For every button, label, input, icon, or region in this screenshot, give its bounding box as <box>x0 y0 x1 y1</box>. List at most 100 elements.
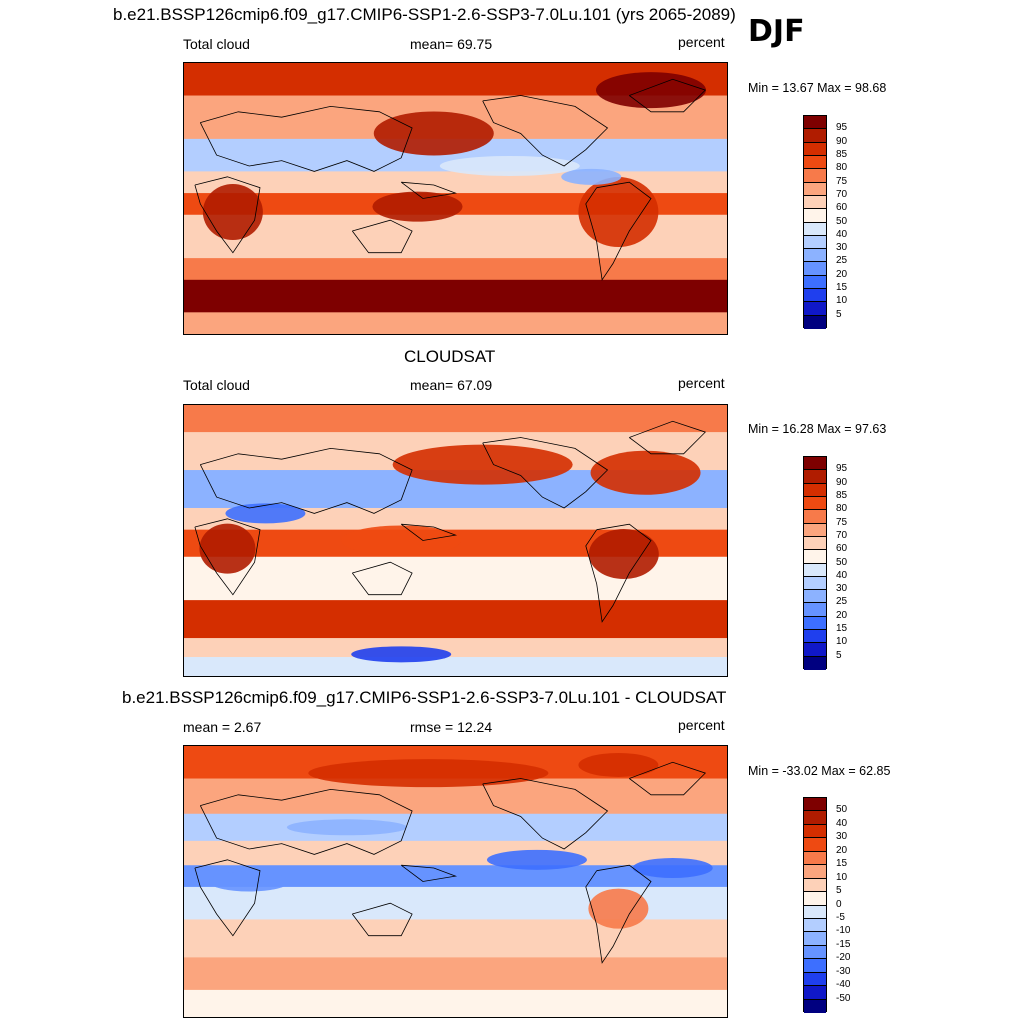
colorbar-swatch <box>804 945 826 960</box>
colorbar-tick-label: 50 <box>836 804 848 816</box>
colorbar-swatch <box>804 129 826 143</box>
coastline <box>629 761 707 796</box>
contour-band <box>184 600 727 640</box>
coastline <box>585 523 652 623</box>
contour-band <box>184 312 727 334</box>
colorbar-swatch <box>804 865 826 879</box>
colorbar-tick-label: 95 <box>836 122 848 134</box>
contour-band <box>184 657 727 676</box>
colorbar-swatch <box>804 470 826 484</box>
panel-1-map <box>183 62 728 335</box>
contour-band <box>184 813 727 842</box>
panel-2-minmax: Min = 16.28 Max = 97.63 <box>748 422 887 436</box>
contour-band <box>184 989 727 1017</box>
contour-region <box>588 529 659 580</box>
coastline <box>629 78 707 113</box>
colorbar-swatch <box>804 209 826 223</box>
colorbar-swatch <box>804 116 826 130</box>
panel-1-variable-label: Total cloud <box>183 36 250 52</box>
coastline <box>400 181 458 199</box>
coastline <box>199 788 413 855</box>
colorbar-tick-label: 20 <box>836 844 848 856</box>
colorbar-swatch <box>804 905 826 919</box>
coastline <box>194 518 261 596</box>
colorbar-swatch <box>804 643 826 657</box>
contour-region <box>286 819 407 836</box>
colorbar-swatch <box>804 972 826 987</box>
coastline <box>351 902 413 937</box>
colorbar-swatch <box>804 222 826 236</box>
contour-region <box>225 503 306 524</box>
colorbar-swatch <box>804 630 826 644</box>
coastline <box>629 420 707 455</box>
colorbar-tick-label: 80 <box>836 162 848 174</box>
colorbar-swatch <box>804 289 826 303</box>
colorbar-tick-label: 90 <box>836 135 848 147</box>
contour-region <box>578 177 659 248</box>
colorbar-tick-label: 30 <box>836 583 848 595</box>
colorbar-swatch <box>804 851 826 866</box>
colorbar-swatch <box>804 142 826 156</box>
panel-3-units-label: percent <box>678 717 725 733</box>
colorbar-tick-label: 85 <box>836 489 848 501</box>
panel-2-title: CLOUDSAT <box>404 347 496 366</box>
colorbar-tick-label: 80 <box>836 503 848 515</box>
contour-region <box>590 450 701 495</box>
contour-region <box>199 523 256 574</box>
contour-region <box>341 525 462 556</box>
colorbar-tick-label: 60 <box>836 202 848 214</box>
colorbar-tick-label: 90 <box>836 476 848 488</box>
contour-region <box>561 168 622 185</box>
colorbar-tick-label: 20 <box>836 609 848 621</box>
contour-region <box>373 111 494 156</box>
contour-region <box>632 857 713 878</box>
contour-region <box>372 191 463 222</box>
colorbar-swatch <box>804 496 826 511</box>
panel-2-map <box>183 404 728 677</box>
colorbar-tick-label: 15 <box>836 858 848 870</box>
panel-2-colorbar-labels: 95 90 85 80 75 70 60 50 40 30 25 20 15 10 5 <box>836 456 876 669</box>
contour-region <box>392 444 573 485</box>
colorbar-swatch <box>804 536 826 551</box>
panel-1-colorbar-labels: 95 90 85 80 75 70 60 50 40 30 25 20 15 10 5 <box>836 115 876 328</box>
contour-band <box>184 865 727 888</box>
panel-2-variable-label: Total cloud <box>183 377 250 393</box>
panel-3-minmax: Min = -33.02 Max = 62.85 <box>748 764 891 778</box>
colorbar-tick-label: 70 <box>836 188 848 200</box>
colorbar-tick-label: -20 <box>836 952 851 964</box>
panel-2-units-label: percent <box>678 375 725 391</box>
coastline <box>585 864 652 964</box>
colorbar-swatch <box>804 590 826 604</box>
colorbar-swatch <box>804 510 826 524</box>
panel-1-title: b.e21.BSSP126cmip6.f09_g17.CMIP6-SSP1-2.… <box>113 5 736 24</box>
colorbar-swatch <box>804 986 826 1000</box>
coastline <box>482 778 609 850</box>
colorbar-tick-label: -30 <box>836 965 851 977</box>
colorbar-swatch <box>804 811 826 825</box>
colorbar-tick-label: 40 <box>836 569 848 581</box>
colorbar-swatch <box>804 302 826 316</box>
colorbar-tick-label: 30 <box>836 242 848 254</box>
colorbar-tick-label: 5 <box>836 885 842 897</box>
colorbar-tick-label: 5 <box>836 649 842 661</box>
colorbar-swatch <box>804 483 826 497</box>
panel-2-mean-label: mean= 67.09 <box>410 377 493 393</box>
colorbar-tick-label: 10 <box>836 636 848 648</box>
season-label: DJF <box>748 14 805 49</box>
colorbar-tick-label: 10 <box>836 295 848 307</box>
colorbar-tick-label: 60 <box>836 543 848 555</box>
coastline <box>585 181 652 281</box>
colorbar-swatch <box>804 262 826 276</box>
colorbar-tick-label: 95 <box>836 463 848 475</box>
contour-band <box>184 507 727 531</box>
colorbar-swatch <box>804 878 826 893</box>
colorbar-swatch <box>804 999 826 1013</box>
coastline <box>482 437 609 509</box>
colorbar-swatch <box>804 824 826 839</box>
colorbar-swatch <box>804 457 826 471</box>
colorbar-swatch <box>804 563 826 577</box>
colorbar-tick-label: 20 <box>836 268 848 280</box>
panel-2-colorbar <box>803 456 827 670</box>
colorbar-swatch <box>804 169 826 183</box>
colorbar-swatch <box>804 275 826 290</box>
